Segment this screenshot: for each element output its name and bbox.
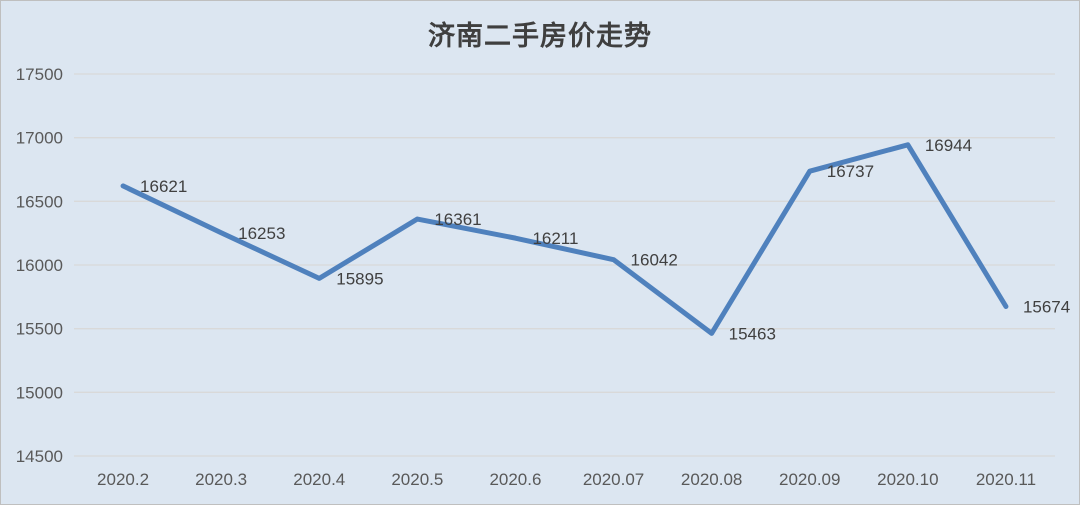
data-label: 15463 bbox=[729, 324, 776, 343]
x-tick-label: 2020.10 bbox=[877, 470, 938, 489]
data-label: 16621 bbox=[140, 177, 187, 196]
data-label: 16361 bbox=[434, 210, 481, 229]
x-tick-label: 2020.11 bbox=[976, 470, 1036, 489]
y-tick-label: 15000 bbox=[16, 383, 63, 402]
data-label: 16737 bbox=[827, 162, 874, 181]
y-tick-label: 14500 bbox=[16, 447, 63, 466]
data-label: 15895 bbox=[336, 269, 383, 288]
data-label: 16944 bbox=[925, 136, 972, 155]
x-tick-label: 2020.2 bbox=[97, 470, 149, 489]
series-line bbox=[120, 142, 1009, 336]
x-tick-label: 2020.3 bbox=[195, 470, 247, 489]
x-tick-label: 2020.09 bbox=[779, 470, 840, 489]
y-tick-label: 17000 bbox=[16, 129, 63, 148]
x-tick-label: 2020.5 bbox=[391, 470, 443, 489]
data-label: 16042 bbox=[631, 251, 678, 270]
x-tick-label: 2020.07 bbox=[583, 470, 644, 489]
data-label: 15674 bbox=[1023, 298, 1070, 317]
data-label: 16253 bbox=[238, 224, 285, 243]
x-tick-label: 2020.08 bbox=[681, 470, 742, 489]
y-tick-label: 16500 bbox=[16, 192, 63, 211]
y-tick-label: 17500 bbox=[16, 65, 63, 84]
x-tick-label: 2020.6 bbox=[489, 470, 541, 489]
y-tick-label: 16000 bbox=[16, 256, 63, 275]
y-tick-label: 15500 bbox=[16, 320, 63, 339]
x-tick-label: 2020.4 bbox=[293, 470, 345, 489]
data-label: 16211 bbox=[532, 229, 578, 248]
chart-title: 济南二手房价走势 bbox=[428, 21, 652, 52]
